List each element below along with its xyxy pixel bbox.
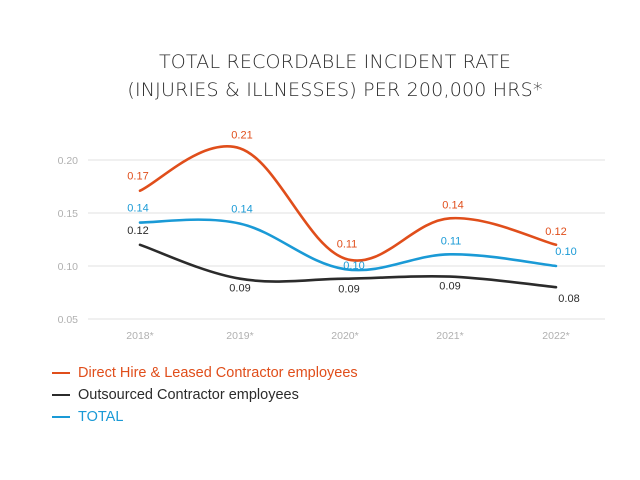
data-label-outsourced: 0.12 <box>127 225 148 237</box>
legend-swatch-outsourced <box>52 393 70 397</box>
data-label-total: 0.14 <box>127 203 148 215</box>
legend-label-direct-hire: Direct Hire & Leased Contractor employee… <box>78 365 358 381</box>
chart-title-line-1: TOTAL RECORDABLE INCIDENT RATE <box>159 51 511 73</box>
x-tick-label: 2019* <box>226 330 253 342</box>
x-tick-label: 2020* <box>331 330 358 342</box>
legend-swatch-direct-hire <box>52 371 70 375</box>
data-label-direct-hire: 0.21 <box>231 129 252 141</box>
y-axis-ticks: 0.20 0.15 0.10 0.05 <box>58 155 79 326</box>
series-line-direct-hire <box>138 145 558 262</box>
data-label-direct-hire: 0.14 <box>442 199 463 211</box>
legend-item-outsourced: Outsourced Contractor employees <box>52 384 358 406</box>
x-tick-label: 2022* <box>542 330 569 342</box>
legend-label-outsourced: Outsourced Contractor employees <box>78 387 299 403</box>
legend-item-direct-hire: Direct Hire & Leased Contractor employee… <box>52 362 358 384</box>
data-label-total: 0.10 <box>555 246 576 258</box>
data-labels: 0.17 0.21 0.11 0.14 0.12 0.12 0.09 0.09 0.09 0.08… <box>127 129 579 305</box>
y-tick-label: 0.10 <box>58 261 79 273</box>
data-label-direct-hire: 0.11 <box>337 239 358 251</box>
data-label-direct-hire: 0.17 <box>127 171 148 183</box>
y-tick-label: 0.15 <box>58 208 79 220</box>
data-label-total: 0.10 <box>343 260 364 272</box>
data-label-direct-hire: 0.12 <box>545 226 566 238</box>
series-line-outsourced <box>138 243 558 289</box>
gridlines <box>88 159 605 320</box>
legend: Direct Hire & Leased Contractor employee… <box>52 362 358 428</box>
data-label-outsourced: 0.09 <box>439 281 460 293</box>
data-label-outsourced: 0.09 <box>229 283 250 295</box>
chart-title-line-2: (INJURIES & ILLNESSES) PER 200,000 HRS* <box>127 79 542 101</box>
data-label-outsourced: 0.09 <box>338 284 359 296</box>
legend-swatch-total <box>52 415 70 419</box>
x-tick-label: 2021* <box>436 330 463 342</box>
series-lines <box>138 145 558 289</box>
data-label-outsourced: 0.08 <box>558 293 579 305</box>
data-label-total: 0.11 <box>441 235 462 247</box>
x-tick-label: 2018* <box>126 330 153 342</box>
legend-item-total: TOTAL <box>52 406 358 428</box>
series-line-total <box>138 218 558 272</box>
y-tick-label: 0.05 <box>58 314 79 326</box>
legend-label-total: TOTAL <box>78 409 124 425</box>
data-label-total: 0.14 <box>231 204 252 216</box>
y-tick-label: 0.20 <box>58 155 79 167</box>
x-axis-ticks: 2018* 2019* 2020* 2021* 2022* <box>126 330 569 342</box>
